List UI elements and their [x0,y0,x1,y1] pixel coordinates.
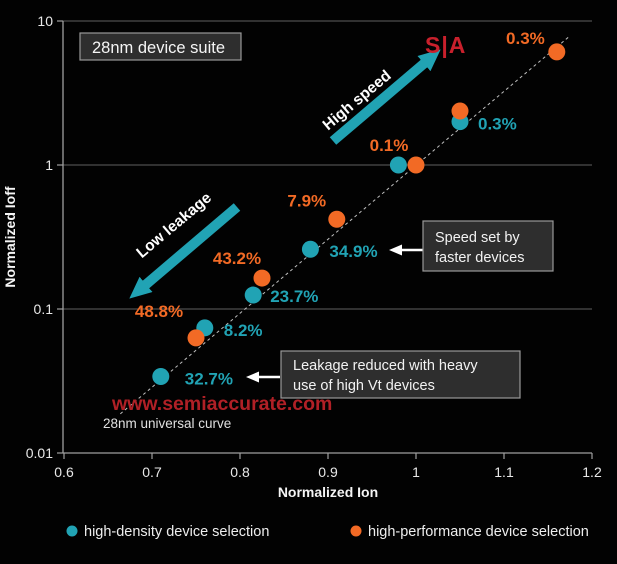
speed-annotation-line2: faster devices [435,250,524,266]
speed-annotation: Speed set by faster devices [389,220,554,272]
data-point-teal [301,240,319,258]
legend-label-high-performance: high-performance device selection [368,524,589,540]
title-box: 28nm device suite [79,32,242,61]
data-point-orange [187,329,205,347]
semiaccurate-logo: S|A [425,32,466,58]
data-point-label: 0.1% [370,136,409,155]
x-tick-label: 0.6 [54,464,74,480]
legend-label-high-density: high-density device selection [84,524,269,540]
x-tick-label: 0.8 [230,464,250,480]
title-box-label: 28nm device suite [92,39,225,57]
x-tick-label: 0.9 [318,464,338,480]
points-layer: 32.7% 8.2% 23.7% 34.9% 0.3% 48.8% 43.2% 7.9% 0.1… [135,29,566,388]
watermark-url: www.semiaccurate.com [111,393,332,415]
data-point-label: 7.9% [287,191,326,210]
leakage-annotation-line1: Leakage reduced with heavy [293,358,478,374]
data-point-label: 34.9% [329,242,377,261]
low-leakage-arrow-shaft [129,203,241,299]
data-point-teal [389,156,407,174]
leakage-annotation-line2: use of high Vt devices [293,378,435,394]
axes-layer: 10 1 0.1 0.010.6 0.7 0.8 0.9 1 1.1 1.2 [26,13,602,480]
legend: high-density device selection high-perfo… [66,524,589,540]
data-point-orange [328,210,346,228]
data-point-orange [407,156,425,174]
y-axis-title: Normalized Ioff [2,186,18,287]
data-point-label: 43.2% [213,249,261,268]
title-box-frame [79,32,242,61]
data-point-teal [152,367,170,385]
speed-annotation-frame [422,220,554,272]
legend-dot-high-density [66,525,78,537]
data-point-label: 23.7% [270,287,318,306]
data-point-orange [253,269,271,287]
data-point-label: 48.8% [135,302,183,321]
high-speed-arrow-shaft [329,49,441,145]
trendline-layer [119,36,569,415]
speed-annotation-line1: Speed set by [435,230,520,246]
leakage-annotation-frame [280,350,521,399]
x-tick-label: 1.2 [582,464,602,480]
y-tick-label: 10 [37,13,53,29]
x-tick-label: 1.1 [494,464,514,480]
trendline [119,36,569,415]
curve-footnote: 28nm universal curve [103,416,231,431]
data-point-label: 0.3% [506,29,545,48]
data-point-orange [451,102,469,120]
data-point-label: 8.2% [224,321,263,340]
data-point-label: 0.3% [478,115,517,134]
data-point-teal [244,286,262,304]
legend-dot-high-performance [350,525,362,537]
data-point-orange [548,43,566,61]
x-axis-title: Normalized Ion [278,484,378,500]
x-tick-label: 1 [412,464,420,480]
y-tick-label: 1 [45,157,53,173]
y-tick-label: 0.1 [34,301,54,317]
data-point-label: 32.7% [185,369,233,388]
x-tick-label: 0.7 [142,464,162,480]
leakage-annotation: Leakage reduced with heavy use of high V… [246,350,521,399]
y-tick-label: 0.01 [26,445,53,461]
